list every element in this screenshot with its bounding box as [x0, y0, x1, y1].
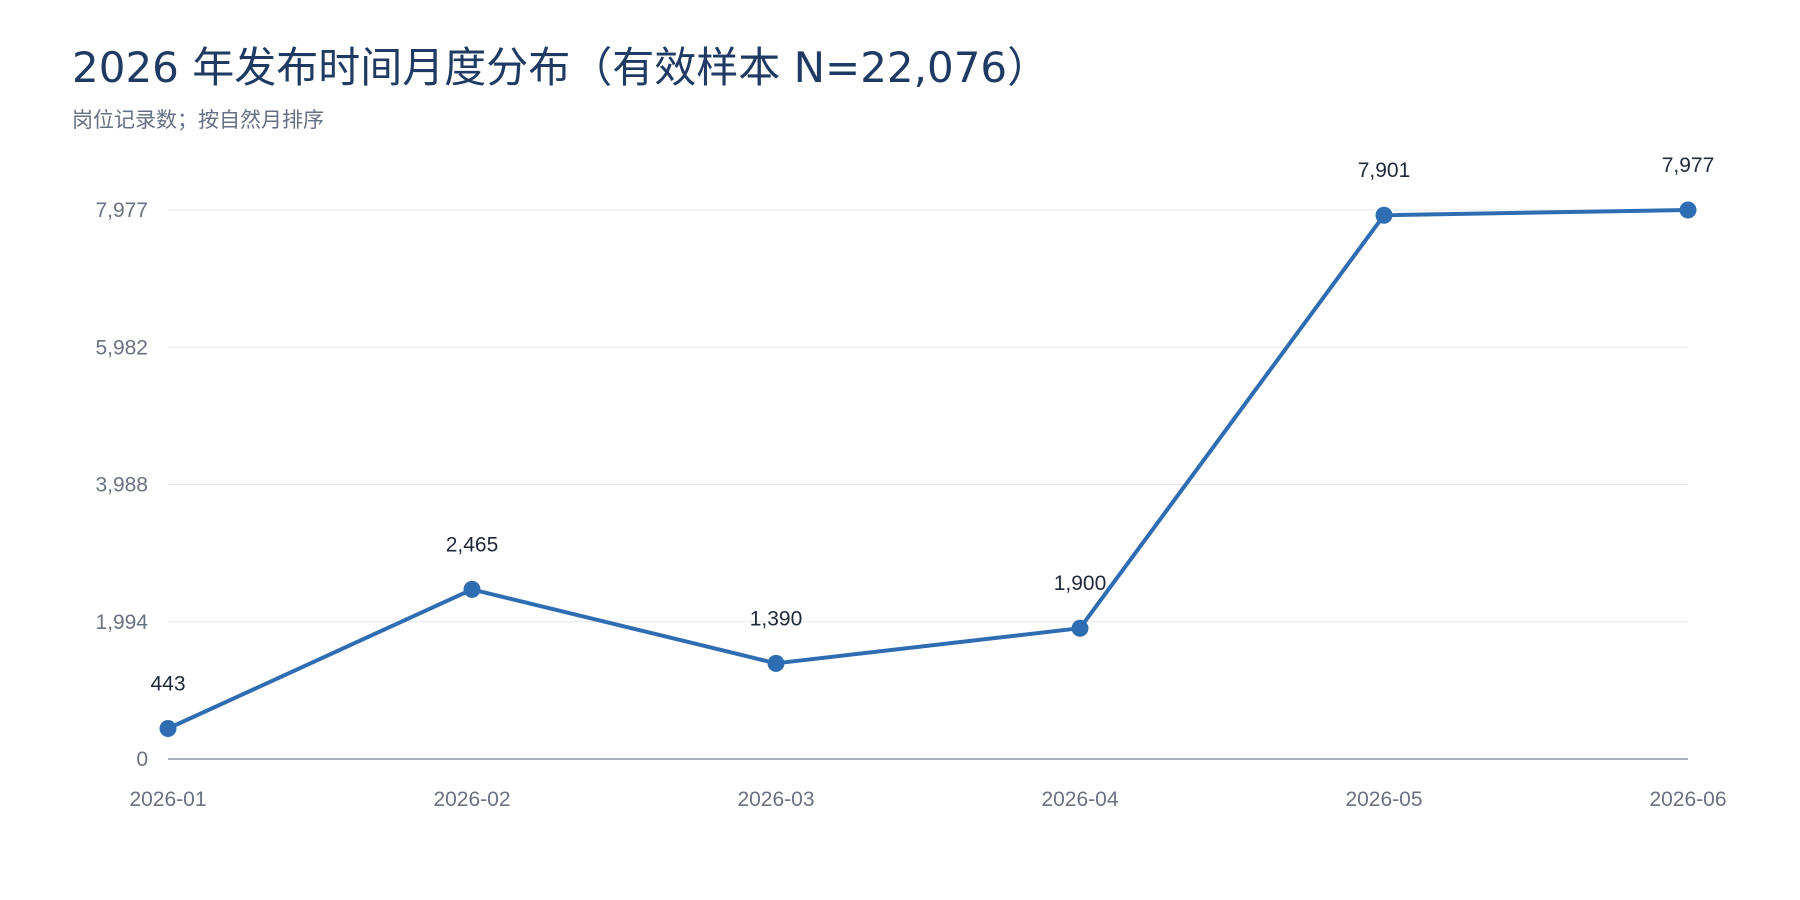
- data-label-2: 1,390: [750, 607, 803, 630]
- chart-subtitle: 岗位记录数；按自然月排序: [72, 108, 324, 132]
- data-label-0: 443: [150, 673, 185, 696]
- data-label-4: 7,901: [1358, 159, 1411, 182]
- data-point-2: [767, 654, 785, 672]
- y-tick-label-0: 0: [136, 748, 148, 771]
- series-line: [166, 208, 1690, 731]
- x-tick-label-2: 2026-03: [737, 788, 814, 811]
- y-tick-label-4: 7,977: [95, 199, 148, 222]
- x-tick-label-3: 2026-04: [1041, 788, 1118, 811]
- data-label-5: 7,977: [1662, 154, 1715, 177]
- y-tick-label-3: 5,982: [95, 336, 148, 359]
- data-point-0: [159, 720, 177, 738]
- data-point-1: [463, 580, 481, 598]
- data-label-1: 2,465: [446, 533, 499, 556]
- x-tick-label-4: 2026-05: [1345, 788, 1422, 811]
- data-point-3: [1071, 619, 1089, 637]
- chart-title: 2026 年发布时间月度分布（有效样本 N=22,076）: [72, 43, 1050, 92]
- data-point-4: [1375, 206, 1393, 224]
- data-label-3: 1,900: [1054, 572, 1107, 595]
- y-tick-label-2: 3,988: [95, 474, 148, 497]
- x-tick-label-0: 2026-01: [129, 788, 206, 811]
- x-tick-label-1: 2026-02: [433, 788, 510, 811]
- data-point-5: [1679, 201, 1697, 219]
- y-tick-label-1: 1,994: [95, 611, 148, 634]
- x-tick-label-5: 2026-06: [1649, 788, 1726, 811]
